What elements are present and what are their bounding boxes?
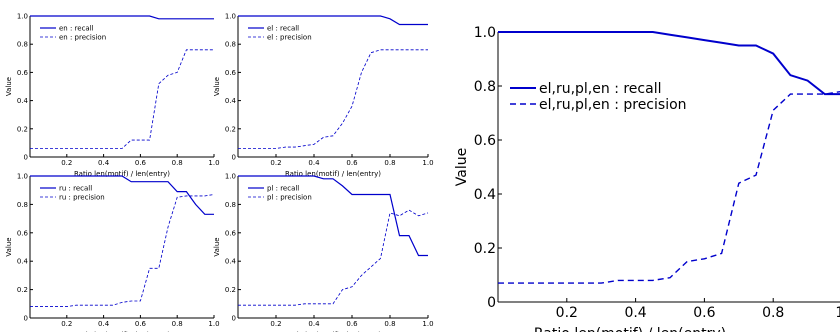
chart-en: 0 0.2 0.4 0.6 0.8 1.0 0.2 0.4 0.6 0.8 1.0 Ratio len… [5, 12, 220, 178]
series-line-recall [498, 31, 840, 96]
x-tick-label: 0.2 [61, 320, 72, 328]
legend-label: en : recall [59, 24, 94, 32]
x-tick-label: 0.8 [384, 159, 395, 167]
series-line-recall [238, 15, 428, 26]
y-tick-label: 0 [487, 295, 496, 311]
legend-label: ru : recall [59, 184, 92, 192]
y-tick-label: 1.0 [17, 172, 28, 180]
x-tick-label: 0.6 [135, 320, 147, 328]
y-tick-label: 1.0 [225, 12, 236, 20]
chart-ru: 0 0.2 0.4 0.6 0.8 1.0 0.2 0.4 0.6 0.8 1.0 Ratio len… [5, 172, 220, 332]
x-tick-label: 0.8 [384, 320, 395, 328]
x-tick-label: 0.6 [346, 320, 358, 328]
chart-el: 0 0.2 0.4 0.6 0.8 1.0 0.2 0.4 0.6 0.8 1.0 Ratio len… [213, 12, 434, 178]
x-tick-label: 1. [835, 305, 840, 321]
x-tick-label: 1.0 [208, 320, 219, 328]
x-tick-label: 0.2 [270, 320, 281, 328]
series-line-recall [30, 15, 214, 20]
x-tick-label: 0.8 [172, 159, 183, 167]
y-tick-label: 0.6 [225, 69, 237, 77]
y-axis-label: Value [213, 77, 221, 96]
x-tick-label: 0.8 [762, 305, 784, 321]
y-tick-label: 0.2 [17, 125, 28, 133]
x-axis-label: Ratio len(motif) / len(entry) [285, 170, 381, 178]
y-tick-label: 0.8 [17, 201, 28, 209]
legend-label: el : precision [267, 33, 312, 41]
y-axis-label: Value [5, 77, 13, 96]
y-tick-label: 0.8 [474, 79, 496, 95]
x-tick-label: 0.4 [308, 320, 320, 328]
series-line-recall [238, 175, 428, 257]
legend-label: el,ru,pl,en : recall [539, 81, 661, 97]
y-axis-label: Value [454, 148, 470, 186]
y-tick-label: 1.0 [225, 172, 236, 180]
y-tick-label: 1.0 [17, 12, 28, 20]
legend-label: pl : precision [267, 193, 312, 201]
y-tick-label: 0.2 [225, 125, 236, 133]
x-tick-label: 0.4 [98, 320, 110, 328]
y-tick-label: 0 [24, 153, 28, 161]
y-axis-label: Value [213, 237, 221, 256]
y-tick-label: 0.4 [17, 258, 29, 266]
x-tick-label: 1.0 [422, 159, 433, 167]
chart-pl: 0 0.2 0.4 0.6 0.8 1.0 0.2 0.4 0.6 0.8 1.0 Ratio len… [213, 172, 434, 332]
x-tick-label: 0.2 [61, 159, 72, 167]
legend-label: en : precision [59, 33, 106, 41]
x-tick-label: 0.2 [556, 305, 578, 321]
y-tick-label: 0.6 [17, 69, 29, 77]
x-tick-label: 0.8 [172, 320, 183, 328]
y-tick-label: 0 [24, 314, 28, 322]
y-tick-label: 0 [232, 153, 236, 161]
y-tick-label: 0.2 [17, 286, 28, 294]
legend-label: pl : recall [267, 184, 299, 192]
y-tick-label: 0.2 [474, 241, 496, 257]
x-tick-label: 0.6 [135, 159, 147, 167]
y-tick-label: 0 [232, 314, 236, 322]
series-line-precision [238, 209, 429, 306]
y-tick-label: 0.6 [17, 229, 29, 237]
y-tick-label: 0.4 [474, 187, 496, 203]
x-tick-label: 0.6 [346, 159, 358, 167]
y-tick-label: 0.4 [225, 97, 237, 105]
x-tick-label: 0.4 [624, 305, 646, 321]
series-line-precision [238, 49, 428, 149]
y-tick-label: 0.8 [225, 201, 236, 209]
x-axis-label: Ratio len(motif) / len(entry) [74, 170, 170, 178]
series-line-recall [30, 175, 214, 215]
chart-combined: 0 0.2 0.4 0.6 0.8 1.0 0.2 0.4 0.6 0.8 1. Ratio len(… [454, 25, 840, 332]
x-tick-label: 1.0 [422, 320, 433, 328]
y-axis-label: Value [5, 237, 13, 256]
x-axis-label: Ratio len(motif) / len(entry) [534, 326, 726, 332]
series-line-precision [30, 49, 214, 149]
y-tick-label: 0.8 [225, 41, 236, 49]
y-tick-label: 0.6 [225, 229, 237, 237]
legend-label: ru : precision [59, 193, 105, 201]
series-line-precision [30, 194, 215, 308]
y-tick-label: 0.2 [225, 286, 236, 294]
x-tick-label: 0.2 [270, 159, 281, 167]
y-tick-label: 0.4 [225, 258, 237, 266]
x-tick-label: 0.6 [693, 305, 715, 321]
x-tick-label: 1.0 [208, 159, 219, 167]
legend-label: el : recall [267, 24, 299, 32]
y-tick-label: 0.8 [17, 41, 28, 49]
y-tick-label: 0.6 [474, 133, 496, 149]
legend-label: el,ru,pl,en : precision [539, 97, 687, 113]
y-tick-label: 1.0 [474, 25, 496, 41]
y-tick-label: 0.4 [17, 97, 29, 105]
series-line-precision [498, 91, 840, 284]
x-tick-label: 0.4 [308, 159, 320, 167]
x-tick-label: 0.4 [98, 159, 110, 167]
